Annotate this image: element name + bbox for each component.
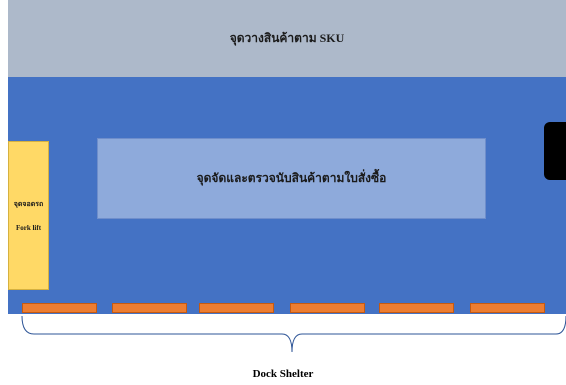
forklift-parking-zone: จุดจอดรถ Fork lift	[8, 141, 49, 290]
dock-door	[112, 303, 187, 313]
sku-storage-label: จุดวางสินค้าตาม SKU	[229, 31, 345, 45]
dock-door	[199, 303, 274, 313]
sku-storage-zone: จุดวางสินค้าตาม SKU	[8, 0, 566, 77]
picking-checking-label: จุดจัดและตรวจนับสินค้าตามใบสั่งซื้อ	[196, 171, 387, 185]
dock-door	[22, 303, 97, 313]
dock-door	[470, 303, 545, 313]
side-door-block	[544, 122, 566, 180]
dock-door	[290, 303, 365, 313]
picking-checking-zone: จุดจัดและตรวจนับสินค้าตามใบสั่งซื้อ	[97, 138, 486, 219]
dock-shelter-brace	[21, 315, 566, 353]
forklift-parking-label-th: จุดจอดรถ	[13, 200, 44, 208]
forklift-parking-label-en: Fork lift	[15, 224, 42, 232]
dock-shelter-label: Dock Shelter	[252, 368, 314, 380]
dock-door	[379, 303, 454, 313]
